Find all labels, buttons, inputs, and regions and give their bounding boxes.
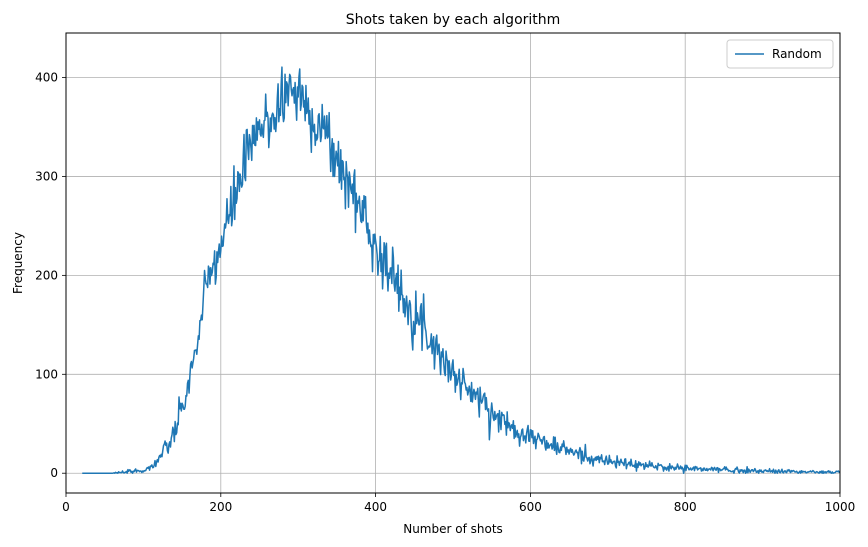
- legend-label-random: Random: [772, 47, 822, 61]
- x-axis-ticks: 0 200 400 600 800 1000: [62, 493, 855, 514]
- legend: Random: [726, 39, 834, 69]
- x-tick-label: 800: [674, 500, 697, 514]
- y-tick-label: 300: [35, 169, 58, 183]
- y-axis-title: Frequency: [11, 232, 25, 294]
- chart-title: Shots taken by each algorithm: [346, 12, 561, 28]
- y-tick-label: 200: [35, 268, 58, 282]
- y-tick-label: 100: [35, 367, 58, 381]
- grid-lines-y: [66, 77, 840, 474]
- y-tick-label: 0: [50, 466, 58, 480]
- x-tick-label: 400: [364, 500, 387, 514]
- y-tick-label: 400: [35, 71, 58, 85]
- series-line-random: [82, 66, 841, 474]
- y-axis-ticks: 0 100 200 300 400: [35, 71, 66, 480]
- x-axis-title: Number of shots: [403, 522, 503, 536]
- x-tick-label: 1000: [825, 500, 856, 514]
- plot-frame: [65, 32, 841, 494]
- x-tick-label: 600: [519, 500, 542, 514]
- x-tick-label: 0: [62, 500, 70, 514]
- grid-lines-x: [65, 33, 841, 493]
- legend-box: [726, 39, 834, 69]
- x-tick-label: 200: [209, 500, 232, 514]
